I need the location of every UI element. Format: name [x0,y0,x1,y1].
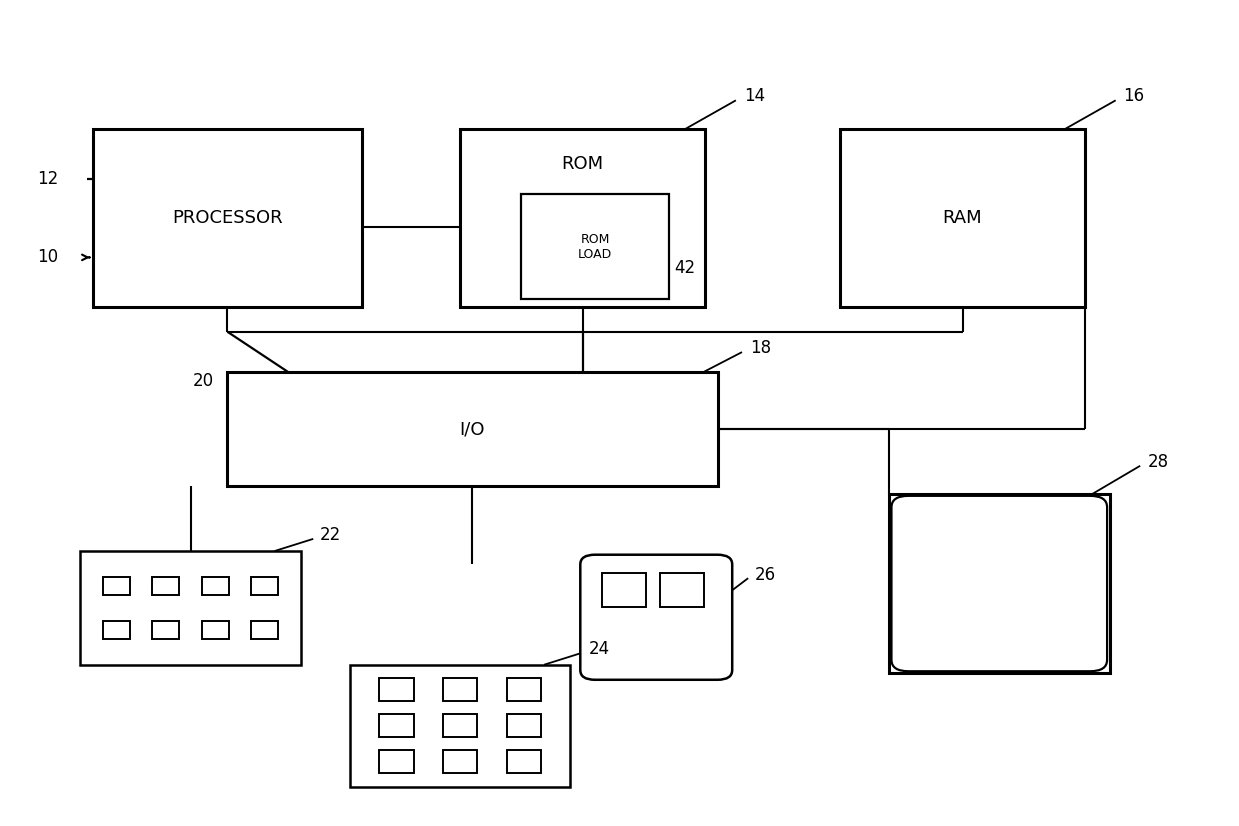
Text: 28: 28 [1149,453,1170,471]
Text: 24: 24 [589,639,610,657]
Text: 22: 22 [320,526,341,544]
Text: ROM
LOAD: ROM LOAD [577,232,612,260]
Text: RAM: RAM [943,209,983,227]
Text: 42: 42 [674,259,696,277]
Bar [152,577,180,595]
Bar [507,678,541,701]
Bar [103,577,130,595]
Bar [81,551,301,665]
Bar [444,678,477,701]
Text: 10: 10 [37,249,58,267]
Bar [202,577,229,595]
Bar [228,373,717,486]
Text: 14: 14 [743,88,764,105]
Bar [602,573,647,606]
Text: I/O: I/O [460,420,486,439]
Bar [252,577,279,595]
Text: 18: 18 [750,339,771,357]
FancyBboxPatch shape [892,496,1108,672]
Text: ROM: ROM [561,155,603,173]
Bar [252,621,279,638]
Text: 12: 12 [37,170,58,188]
Bar [202,621,229,638]
Bar [890,494,1110,673]
Bar [444,714,477,737]
FancyBboxPatch shape [580,555,732,680]
Bar [379,751,414,773]
Bar [152,621,180,638]
Bar [507,714,541,737]
Text: 20: 20 [192,372,213,390]
Bar [103,621,130,638]
Bar [444,751,477,773]
Text: 26: 26 [755,566,776,584]
Bar [660,573,704,606]
Bar [379,714,414,737]
Bar [379,678,414,701]
Text: PROCESSOR: PROCESSOR [172,209,282,227]
Bar [460,129,705,307]
Bar [93,129,362,307]
Text: 16: 16 [1124,88,1145,105]
Bar [840,129,1085,307]
Bar [522,194,669,299]
Bar [349,665,570,786]
Bar [507,751,541,773]
